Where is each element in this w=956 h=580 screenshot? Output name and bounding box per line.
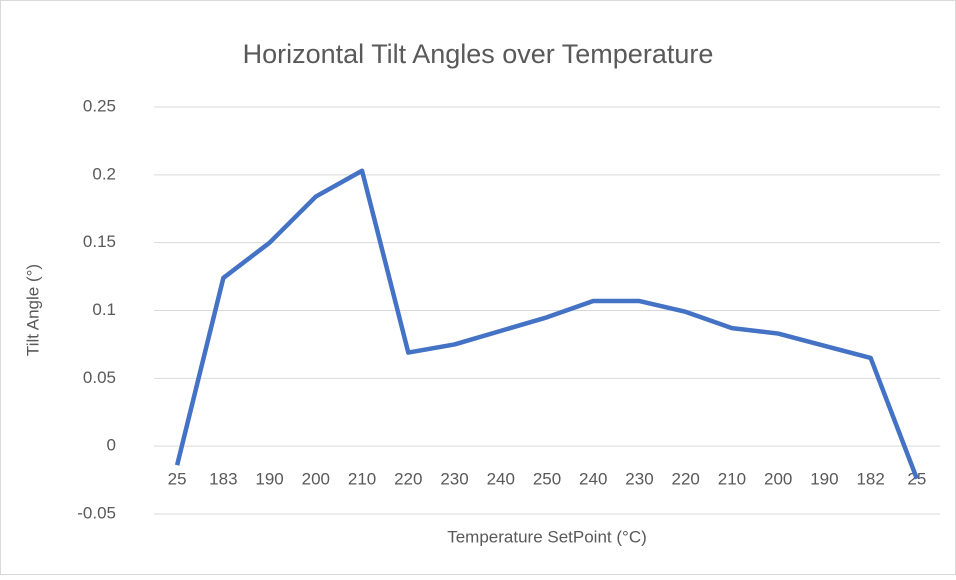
y-tick-label: -0.05 — [77, 503, 116, 522]
x-tick-label: 183 — [209, 470, 237, 489]
y-tick-label: 0.2 — [92, 164, 116, 183]
y-tick-label: 0.1 — [92, 300, 116, 319]
data-line — [174, 168, 919, 480]
y-tick-label: 0.25 — [83, 96, 116, 115]
y-tick-label: 0.15 — [83, 232, 116, 251]
x-tick-label: 210 — [348, 470, 376, 489]
chart-title: Horizontal Tilt Angles over Temperature — [243, 39, 714, 69]
x-tick-label: 220 — [672, 470, 700, 489]
x-tick-label: 25 — [168, 470, 187, 489]
x-tick-label: 200 — [302, 470, 330, 489]
x-tick-label: 230 — [440, 470, 468, 489]
x-tick-label: 200 — [764, 470, 792, 489]
x-tick-label: 230 — [625, 470, 653, 489]
x-tick-label: 182 — [856, 470, 884, 489]
x-tick-label: 190 — [810, 470, 838, 489]
x-tick-label: 25 — [907, 470, 926, 489]
x-tick-label: 250 — [533, 470, 561, 489]
y-axis-title: Tilt Angle (°) — [23, 264, 42, 356]
y-tick-label: 0 — [107, 436, 116, 455]
x-axis-title: Temperature SetPoint (°C) — [447, 527, 647, 546]
x-tick-label: 220 — [394, 470, 422, 489]
x-tick-label: 240 — [487, 470, 515, 489]
x-tick-label: 190 — [255, 470, 283, 489]
y-tick-label: 0.05 — [83, 368, 116, 387]
x-tick-label: 210 — [718, 470, 746, 489]
x-tick-label: 240 — [579, 470, 607, 489]
